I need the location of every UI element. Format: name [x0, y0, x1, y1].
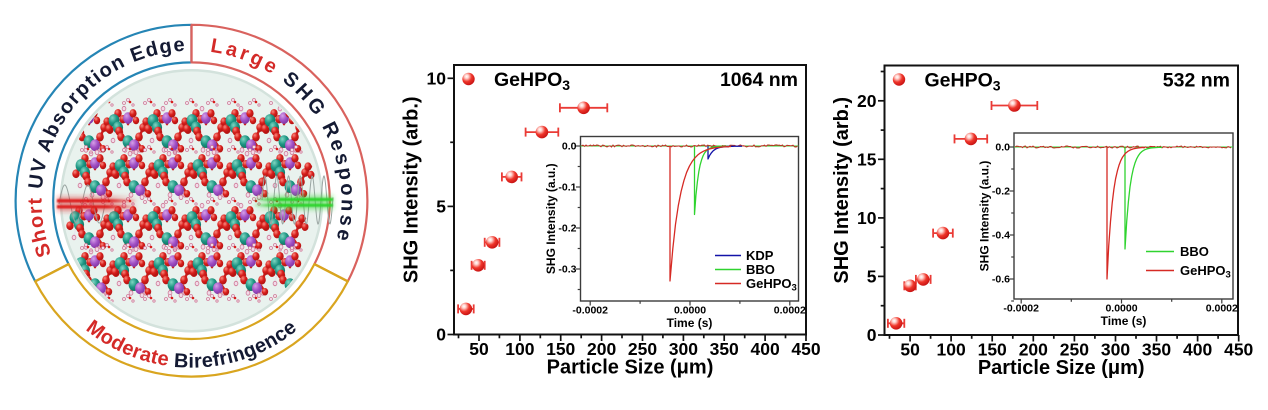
svg-text:5: 5 [867, 266, 877, 286]
svg-text:Particle Size (μm): Particle Size (μm) [547, 357, 714, 379]
svg-text:-0.0002: -0.0002 [572, 305, 608, 317]
svg-text:10: 10 [427, 68, 447, 88]
svg-text:10: 10 [857, 208, 877, 228]
svg-text:GeHPO3: GeHPO3 [1180, 263, 1231, 281]
svg-text:300: 300 [1101, 340, 1130, 360]
svg-text:450: 450 [1224, 340, 1253, 360]
svg-text:GeHPO3: GeHPO3 [746, 276, 797, 294]
svg-text:-0.2: -0.2 [558, 223, 576, 235]
svg-text:SHG Intensity (arb.): SHG Intensity (arb.) [831, 97, 853, 284]
svg-text:20: 20 [857, 91, 877, 111]
svg-text:200: 200 [1019, 340, 1048, 360]
svg-text:0.0000: 0.0000 [1105, 303, 1137, 315]
svg-text:SHG Intensity (a.u.): SHG Intensity (a.u.) [978, 161, 992, 272]
svg-text:0.0: 0.0 [562, 141, 577, 153]
svg-text:SHG Intensity (a.u.): SHG Intensity (a.u.) [544, 163, 558, 274]
svg-text:-0.4: -0.4 [992, 230, 1010, 242]
svg-text:150: 150 [978, 340, 1007, 360]
svg-text:-0.0002: -0.0002 [1003, 303, 1039, 315]
svg-text:1064 nm: 1064 nm [720, 69, 798, 91]
svg-text:-0.2: -0.2 [992, 186, 1010, 198]
svg-text:5: 5 [436, 196, 446, 216]
svg-text:50: 50 [469, 339, 489, 359]
svg-text:350: 350 [710, 339, 739, 359]
svg-text:-0.6: -0.6 [992, 274, 1010, 286]
svg-text:0.0002: 0.0002 [1206, 303, 1238, 315]
svg-text:Time (s): Time (s) [1101, 314, 1147, 328]
svg-text:0.0002: 0.0002 [774, 305, 806, 317]
svg-text:KDP: KDP [746, 248, 774, 263]
svg-text:400: 400 [1183, 340, 1212, 360]
svg-text:150: 150 [546, 339, 575, 359]
svg-text:0: 0 [867, 325, 877, 345]
svg-text:BBO: BBO [1180, 244, 1209, 259]
svg-text:450: 450 [791, 339, 820, 359]
svg-text:300: 300 [669, 339, 698, 359]
svg-text:Time (s): Time (s) [667, 316, 713, 330]
svg-text:200: 200 [587, 339, 616, 359]
svg-text:0.0: 0.0 [995, 142, 1010, 154]
svg-text:250: 250 [1060, 340, 1089, 360]
svg-text:100: 100 [936, 340, 965, 360]
svg-text:BBO: BBO [746, 262, 775, 277]
svg-text:SHG Intensity (arb.): SHG Intensity (arb.) [401, 96, 423, 283]
svg-text:0: 0 [436, 325, 446, 345]
svg-text:-0.1: -0.1 [558, 182, 576, 194]
svg-text:350: 350 [1142, 340, 1171, 360]
svg-text:250: 250 [628, 339, 657, 359]
svg-text:GeHPO3: GeHPO3 [925, 70, 1001, 94]
svg-text:50: 50 [900, 340, 920, 360]
svg-text:0.0000: 0.0000 [674, 305, 706, 317]
svg-text:Particle Size (μm): Particle Size (μm) [978, 357, 1145, 379]
svg-text:GeHPO3: GeHPO3 [494, 69, 570, 93]
svg-text:-0.3: -0.3 [558, 264, 576, 276]
svg-text:100: 100 [505, 339, 534, 359]
svg-text:532 nm: 532 nm [1163, 70, 1230, 92]
svg-text:400: 400 [750, 339, 779, 359]
svg-text:15: 15 [857, 149, 877, 169]
